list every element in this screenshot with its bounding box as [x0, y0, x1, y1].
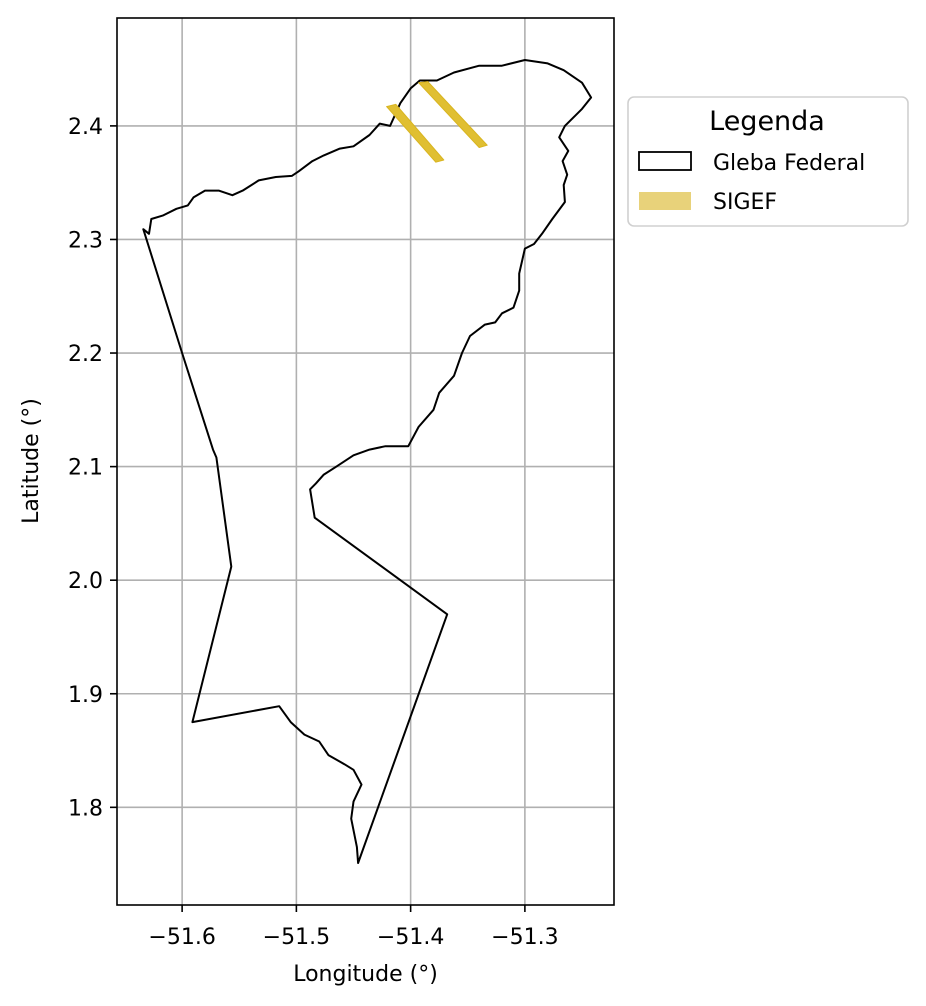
sigef-parcel [386, 103, 445, 163]
y-axis-ticks: 1.8 1.9 2.0 2.1 2.2 2.3 2.4 [68, 115, 117, 821]
x-tick-label: −51.6 [148, 925, 215, 950]
x-tick-label: −51.3 [491, 925, 558, 950]
y-axis-label: Latitude (°) [19, 398, 44, 524]
map-layers [142, 59, 593, 864]
sigef-parcel [418, 81, 488, 148]
gleba-federal-boundary [142, 59, 593, 864]
y-tick-label: 2.0 [68, 569, 103, 594]
legend: Legenda Gleba Federal SIGEF [627, 96, 909, 227]
y-tick-label: 1.8 [68, 796, 103, 821]
x-tick-label: −51.5 [263, 925, 330, 950]
legend-label-gleba-federal: Gleba Federal [713, 151, 865, 176]
legend-swatch-sigef [639, 192, 691, 210]
y-tick-label: 1.9 [68, 683, 103, 708]
x-tick-label: −51.4 [377, 925, 444, 950]
x-axis-ticks: −51.6 −51.5 −51.4 −51.3 [148, 905, 559, 950]
x-axis-label: Longitude (°) [293, 962, 438, 987]
y-tick-label: 2.2 [68, 342, 103, 367]
y-tick-label: 2.4 [68, 115, 103, 140]
legend-box [627, 96, 909, 227]
grid-lines [117, 18, 614, 905]
legend-title: Legenda [709, 106, 825, 137]
y-tick-label: 2.3 [68, 228, 103, 253]
plot-frame [116, 17, 615, 906]
y-tick-label: 2.1 [68, 456, 103, 481]
legend-swatch-gleba-federal [638, 151, 692, 171]
legend-label-sigef: SIGEF [713, 190, 777, 215]
